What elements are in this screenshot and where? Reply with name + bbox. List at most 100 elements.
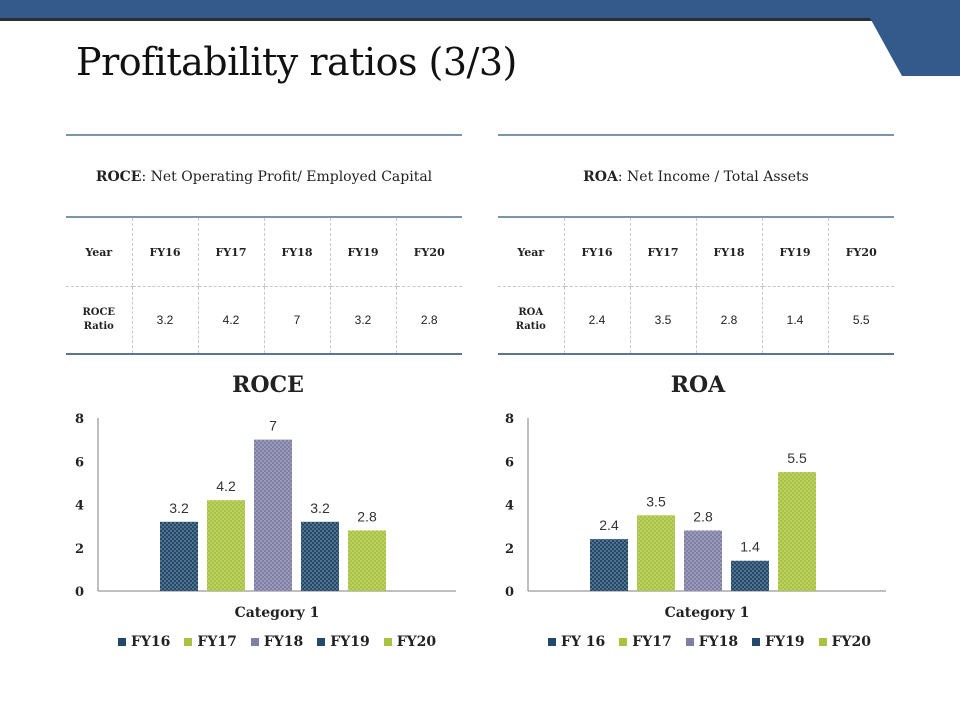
y-tick-label: 2 bbox=[505, 542, 514, 557]
legend-label: FY18 bbox=[698, 634, 739, 650]
roce-grid: Year FY16 FY17 FY18 FY19 FY20 ROCE Ratio … bbox=[66, 218, 462, 353]
roa-chart-title: ROA bbox=[670, 372, 726, 398]
bar-fy18 bbox=[254, 439, 292, 591]
legend-label: FY20 bbox=[396, 634, 437, 650]
legend-swatch bbox=[685, 638, 694, 646]
roce-table: ROCE: Net Operating Profit/ Employed Cap… bbox=[66, 134, 462, 355]
bar-fy17 bbox=[207, 500, 245, 591]
legend-label: FY20 bbox=[831, 634, 871, 650]
bar-fy18 bbox=[684, 530, 722, 591]
roa-formula-term: ROA bbox=[583, 169, 618, 185]
legend-label: FY 16 bbox=[561, 634, 606, 650]
table-cell: 2.8 bbox=[395, 286, 462, 353]
y-tick-label: 4 bbox=[505, 499, 514, 514]
row-label-line: Ratio bbox=[515, 321, 546, 332]
header-divider bbox=[0, 18, 880, 21]
bar-fy19 bbox=[731, 560, 769, 591]
legend-item: FY18 bbox=[685, 634, 739, 650]
data-label: 5.5 bbox=[787, 450, 807, 466]
legend-item: FY19 bbox=[752, 634, 805, 650]
roce-bar-chart: 0 2 4 6 8 3.2 4.2 7 3.2 2.8 Category 1 bbox=[75, 412, 456, 621]
table-cell: 7 bbox=[263, 286, 330, 353]
column-header: FY20 bbox=[827, 218, 894, 287]
table-row: ROCE Ratio 3.2 4.2 7 3.2 2.8 bbox=[66, 286, 462, 354]
table-header-row: Year FY16 FY17 FY18 FY19 FY20 bbox=[498, 218, 894, 287]
legend-swatch bbox=[250, 638, 259, 646]
table-header-row: Year FY16 FY17 FY18 FY19 FY20 bbox=[66, 218, 462, 287]
legend-item: FY 16 bbox=[548, 634, 605, 650]
legend-label: FY16 bbox=[131, 634, 171, 650]
legend-swatch bbox=[184, 638, 193, 646]
table-cell: 2.8 bbox=[695, 286, 762, 353]
y-tick-label: 6 bbox=[505, 455, 514, 470]
legend-item: FY18 bbox=[250, 634, 304, 650]
legend-swatch bbox=[118, 638, 126, 646]
table-top-rule bbox=[498, 134, 894, 136]
column-header: FY19 bbox=[329, 218, 396, 287]
roa-formula: ROA: Net Income / Total Assets bbox=[498, 136, 894, 218]
header-bar bbox=[0, 0, 960, 18]
legend-swatch bbox=[619, 638, 628, 646]
row-label: ROA Ratio bbox=[498, 287, 564, 354]
bar-fy20 bbox=[778, 472, 816, 591]
y-tick-label: 6 bbox=[75, 455, 84, 470]
x-axis-label: Category 1 bbox=[665, 605, 750, 621]
column-header: FY18 bbox=[263, 218, 330, 287]
column-header: FY16 bbox=[563, 218, 630, 287]
y-tick-label: 2 bbox=[75, 542, 84, 557]
table-cell: 3.2 bbox=[329, 286, 396, 353]
data-label: 4.2 bbox=[216, 478, 236, 494]
legend-swatch bbox=[317, 638, 326, 646]
legend-swatch bbox=[818, 638, 827, 646]
roce-formula-term: ROCE bbox=[95, 169, 142, 185]
legend-item: FY17 bbox=[184, 634, 237, 650]
roce-chart-title: ROCE bbox=[232, 372, 304, 398]
legend-swatch bbox=[383, 638, 392, 646]
row-label-line: ROA bbox=[518, 307, 544, 318]
roa-bar-chart: 0 2 4 6 8 2.4 3.5 2.8 1.4 5.5 Category 1 bbox=[505, 412, 886, 621]
legend-swatch bbox=[548, 638, 556, 646]
roce-formula-definition: : Net Operating Profit/ Employed Capital bbox=[141, 169, 433, 185]
column-header: FY17 bbox=[197, 218, 264, 287]
data-label: 2.8 bbox=[357, 508, 377, 524]
legend-label: FY17 bbox=[197, 634, 237, 650]
table-cell: 1.4 bbox=[761, 286, 828, 353]
table-cell: 3.2 bbox=[131, 286, 198, 353]
y-tick-label: 8 bbox=[75, 412, 84, 427]
roa-table: ROA: Net Income / Total Assets Year FY16… bbox=[498, 134, 894, 355]
table-cell: 5.5 bbox=[827, 286, 894, 353]
table-bottom-rule bbox=[498, 353, 894, 355]
y-tick-label: 8 bbox=[505, 412, 514, 427]
bar-fy20 bbox=[348, 530, 386, 591]
legend-label: FY18 bbox=[263, 634, 304, 650]
column-header: FY19 bbox=[761, 218, 828, 287]
legend-swatch bbox=[752, 638, 761, 646]
column-header: FY18 bbox=[695, 218, 762, 287]
data-label: 3.5 bbox=[646, 493, 666, 509]
data-label: 2.4 bbox=[599, 517, 619, 533]
legend-label: FY17 bbox=[632, 634, 672, 650]
data-label: 3.2 bbox=[310, 500, 330, 516]
legend-item: FY19 bbox=[317, 634, 370, 650]
table-top-rule bbox=[66, 134, 462, 136]
x-axis-label: Category 1 bbox=[235, 605, 320, 621]
roa-legend: FY 16 FY17 FY18 FY19 FY20 bbox=[548, 634, 871, 650]
bar-fy16 bbox=[160, 521, 198, 591]
table-cell: 3.5 bbox=[629, 286, 696, 353]
legend-item: FY16 bbox=[118, 634, 170, 650]
bar-fy19 bbox=[301, 521, 339, 591]
table-bottom-rule bbox=[66, 353, 462, 355]
row-label-line: ROCE bbox=[82, 307, 116, 318]
row-label: ROCE Ratio bbox=[66, 287, 132, 354]
bar-fy17 bbox=[637, 515, 675, 591]
roa-formula-definition: : Net Income / Total Assets bbox=[617, 169, 809, 185]
table-row: ROA Ratio 2.4 3.5 2.8 1.4 5.5 bbox=[498, 286, 894, 354]
data-label: 2.8 bbox=[693, 508, 713, 524]
page-title: Profitability ratios (3/3) bbox=[76, 40, 517, 84]
y-tick-label: 4 bbox=[75, 499, 84, 514]
bar-fy16 bbox=[590, 539, 628, 591]
data-label: 3.2 bbox=[169, 500, 189, 516]
data-label: 1.4 bbox=[740, 539, 760, 555]
y-tick-label: 0 bbox=[505, 585, 514, 600]
column-header: Year bbox=[498, 218, 564, 287]
